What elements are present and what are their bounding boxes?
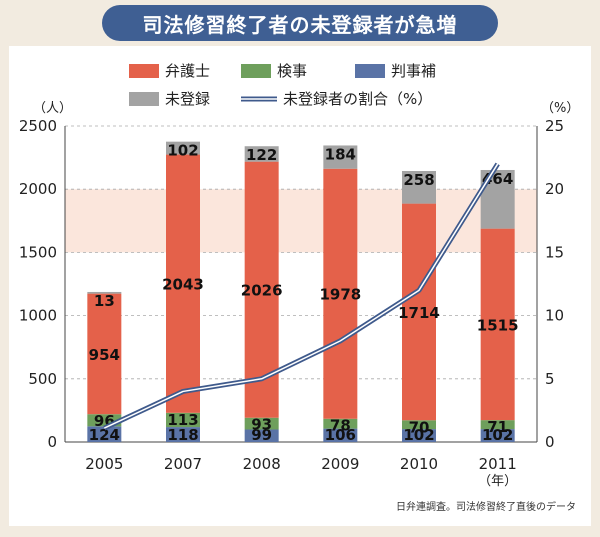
y-left-tick-label: 500 <box>28 370 57 388</box>
data-label: 106 <box>325 426 356 444</box>
y-right-tick-label: 5 <box>545 370 555 388</box>
legend-swatch <box>129 92 159 106</box>
data-label: 184 <box>325 145 356 163</box>
bar-segment <box>244 429 279 442</box>
y-left-tick-label: 0 <box>47 433 57 451</box>
bar-segment <box>87 291 122 294</box>
data-label: 1515 <box>477 316 519 334</box>
bar-segment <box>244 146 279 162</box>
x-tick-label: 2009 <box>321 455 359 473</box>
bar-segment <box>480 228 515 421</box>
bar-segment <box>402 420 436 430</box>
data-label: 99 <box>251 426 272 444</box>
chart-title: 司法修習終了者の未登録者が急増 <box>102 5 498 41</box>
bar-segment <box>87 426 122 442</box>
legend-label: 未登録 <box>165 90 210 108</box>
x-tick-label: 2011 <box>479 455 517 473</box>
legend-swatch <box>241 64 271 78</box>
y-right-tick-label: 20 <box>545 180 564 198</box>
data-label: 71 <box>487 418 508 436</box>
data-label: 122 <box>246 146 277 164</box>
data-label: 258 <box>403 171 434 189</box>
bar-segment <box>402 203 436 421</box>
x-tick-label: 2010 <box>400 455 438 473</box>
bar-segment <box>323 428 358 442</box>
x-unit: （年） <box>478 474 517 489</box>
y-left-tick-label: 2500 <box>19 117 57 135</box>
bar-segment <box>323 145 358 169</box>
bar-segment <box>244 417 279 430</box>
bar-segment <box>166 141 200 155</box>
legend-swatch <box>129 64 159 78</box>
data-label: 2043 <box>162 276 204 294</box>
y-right-unit: （%） <box>541 101 579 116</box>
data-label: 102 <box>167 142 198 160</box>
x-tick-label: 2007 <box>164 455 202 473</box>
y-left-tick-label: 1000 <box>19 307 57 325</box>
y-right-tick-label: 0 <box>545 433 555 451</box>
bar-segment <box>480 420 515 430</box>
background-band <box>65 189 537 253</box>
y-left-tick-label: 1500 <box>19 243 57 261</box>
y-right-tick-label: 25 <box>545 117 564 135</box>
data-label: 13 <box>94 292 115 310</box>
data-label: 124 <box>89 426 120 444</box>
data-label: 93 <box>251 416 272 434</box>
data-label: 118 <box>167 426 198 444</box>
data-label: 102 <box>403 426 434 444</box>
legend-label: 未登録者の割合（%） <box>283 90 432 108</box>
data-label: 102 <box>482 426 513 444</box>
data-label: 2026 <box>241 282 283 300</box>
bar-segment <box>166 154 200 413</box>
bar-segment <box>87 293 122 415</box>
data-label: 70 <box>409 418 430 436</box>
y-right-tick-label: 10 <box>545 307 564 325</box>
legend-label: 弁護士 <box>165 62 210 80</box>
data-label: 954 <box>89 346 120 364</box>
bar-segment <box>323 418 358 429</box>
bar-segment <box>166 427 200 442</box>
legend-swatch <box>355 64 385 78</box>
y-left-tick-label: 2000 <box>19 180 57 198</box>
bar-segment <box>166 412 200 428</box>
x-tick-label: 2008 <box>243 455 281 473</box>
chart-panel: 弁護士 検事 判事補 未登録 未登録者の割合（%） 0 500 1000 1500 2000 250… <box>9 46 591 526</box>
y-right-tick-label: 15 <box>545 243 564 261</box>
data-label: 1714 <box>398 304 440 322</box>
bar-segment <box>480 429 515 442</box>
bar-segment <box>323 168 358 419</box>
y-left-unit: （人） <box>33 101 72 116</box>
data-label: 1978 <box>319 286 361 304</box>
data-label: 113 <box>167 411 198 429</box>
data-label: 78 <box>330 417 351 435</box>
x-tick-label: 2005 <box>85 455 123 473</box>
legend-label: 判事補 <box>391 62 436 80</box>
bar-segment <box>402 429 436 442</box>
bar-segment <box>402 170 436 204</box>
source-note: 日弁連調査。司法修習終了直後のデータ <box>396 502 576 513</box>
legend-label: 検事 <box>277 62 307 80</box>
ratio-line-inner <box>104 163 499 429</box>
